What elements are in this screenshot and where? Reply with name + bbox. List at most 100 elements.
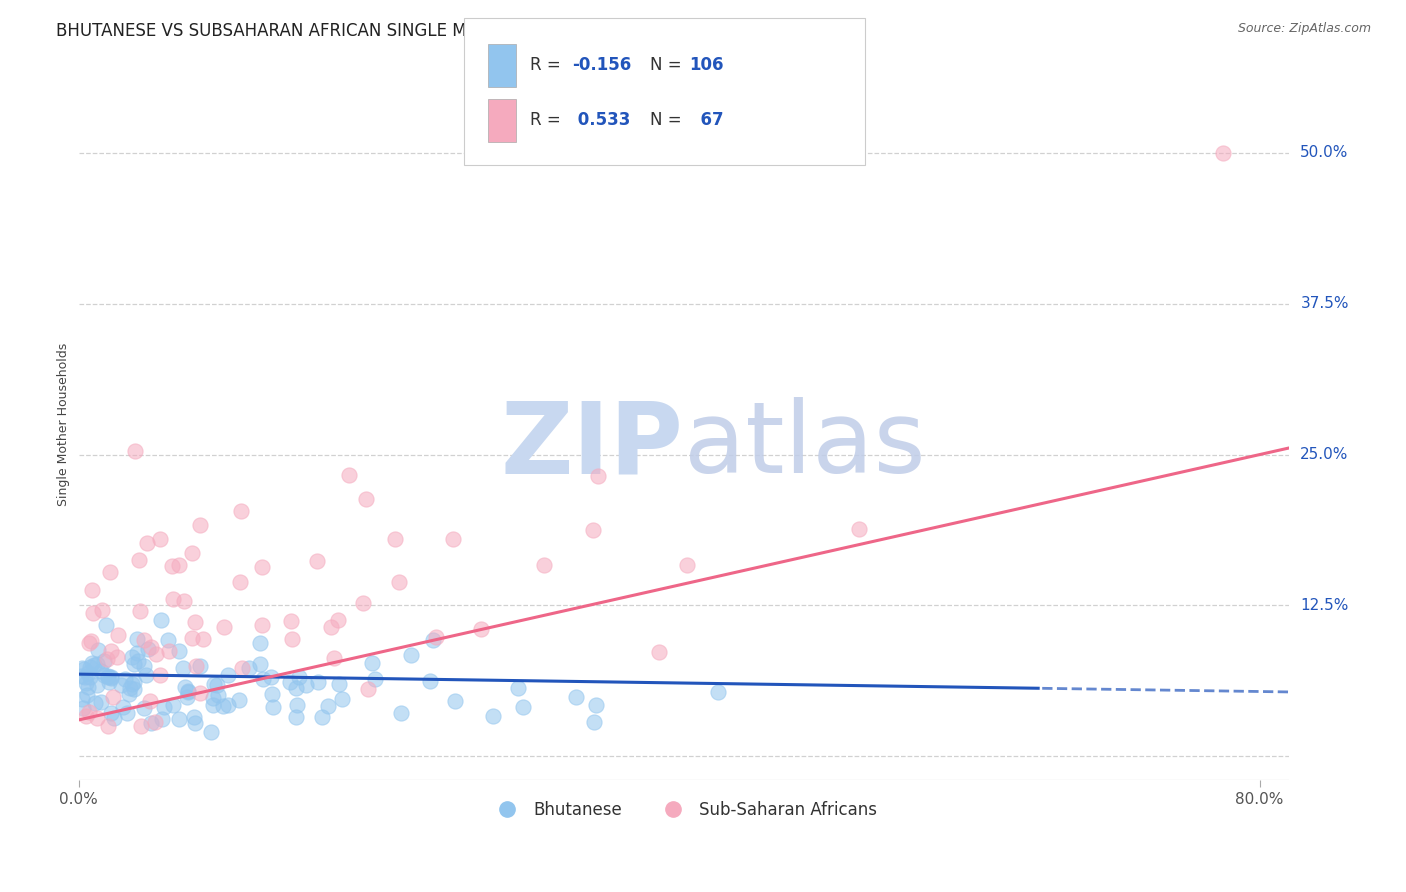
Point (354, 491, 377, 506)
Point (183, 710, 205, 724)
Point (100, 671, 122, 685)
Point (260, 669, 283, 683)
Point (357, 682, 380, 697)
Point (122, 682, 145, 697)
Point (77, 636, 100, 650)
Point (470, 622, 492, 636)
Point (132, 700, 155, 714)
Text: N =: N = (650, 56, 686, 74)
Y-axis label: Single Mother Households: Single Mother Households (58, 343, 70, 506)
Point (533, 558, 555, 573)
Point (707, 685, 730, 699)
Point (149, 668, 172, 682)
Point (481, 709, 503, 723)
Point (121, 677, 143, 691)
Point (134, 633, 156, 648)
Point (169, 712, 191, 726)
Point (280, 614, 302, 628)
Point (848, 522, 870, 536)
Point (127, 654, 149, 668)
Point (77, 665, 100, 680)
Point (184, 715, 207, 730)
Point (110, 678, 132, 692)
Point (326, 613, 349, 627)
Point (70, 692, 93, 706)
Point (173, 594, 195, 608)
Point (425, 631, 447, 645)
Point (157, 644, 180, 658)
Point (76, 688, 98, 702)
Point (124, 444, 146, 458)
Point (93, 668, 115, 682)
Point (328, 676, 350, 690)
Point (506, 681, 529, 695)
Point (77, 681, 100, 695)
Point (90, 695, 112, 709)
Point (105, 649, 128, 664)
Point (84, 696, 107, 710)
Point (96, 651, 118, 665)
Point (143, 715, 166, 730)
Point (122, 657, 145, 672)
Point (132, 658, 155, 673)
Point (311, 710, 333, 724)
Point (228, 693, 250, 707)
Point (200, 724, 222, 739)
Point (97, 669, 120, 683)
Point (316, 699, 339, 714)
Point (186, 659, 208, 673)
Point (79, 660, 101, 674)
Point (262, 700, 284, 714)
Point (135, 536, 157, 550)
Point (217, 668, 239, 682)
Point (162, 592, 184, 607)
Point (294, 678, 316, 692)
Point (238, 661, 260, 675)
Point (321, 620, 343, 634)
Point (82, 606, 104, 620)
Point (100, 706, 122, 720)
Point (191, 632, 214, 647)
Text: atlas: atlas (683, 397, 925, 494)
Point (288, 670, 311, 684)
Text: 25.0%: 25.0% (1301, 447, 1348, 462)
Point (141, 715, 163, 730)
Text: Source: ZipAtlas.com: Source: ZipAtlas.com (1237, 22, 1371, 36)
Text: 37.5%: 37.5% (1301, 296, 1348, 311)
Text: BHUTANESE VS SUBSAHARAN AFRICAN SINGLE MOTHER HOUSEHOLDS CORRELATION CHART: BHUTANESE VS SUBSAHARAN AFRICAN SINGLE M… (56, 22, 831, 40)
Point (352, 596, 374, 610)
Point (676, 558, 699, 572)
Point (75, 708, 97, 723)
Point (103, 711, 125, 725)
Point (285, 698, 308, 712)
Point (86, 711, 108, 725)
Text: 50.0%: 50.0% (1301, 145, 1348, 161)
Point (512, 700, 534, 714)
Point (172, 661, 194, 675)
Point (153, 699, 176, 714)
Point (149, 532, 172, 546)
Text: 0.533: 0.533 (572, 112, 631, 129)
Point (101, 690, 124, 705)
Point (97, 670, 120, 684)
Point (648, 645, 671, 659)
Point (97, 719, 120, 733)
Point (131, 719, 153, 733)
Point (1212, 145, 1234, 160)
Text: 106: 106 (689, 56, 724, 74)
Point (128, 553, 150, 567)
Text: -0.156: -0.156 (572, 56, 631, 74)
Point (307, 675, 329, 690)
Point (118, 681, 141, 695)
Point (231, 661, 253, 675)
Legend: Bhutanese, Sub-Saharan Africans: Bhutanese, Sub-Saharan Africans (484, 794, 884, 825)
Text: R =: R = (530, 112, 567, 129)
Point (260, 687, 283, 701)
Text: 67: 67 (689, 112, 724, 129)
Point (145, 647, 167, 661)
Point (75, 670, 97, 684)
Point (202, 691, 225, 706)
Point (139, 640, 162, 655)
Point (202, 677, 225, 691)
Point (323, 651, 346, 665)
